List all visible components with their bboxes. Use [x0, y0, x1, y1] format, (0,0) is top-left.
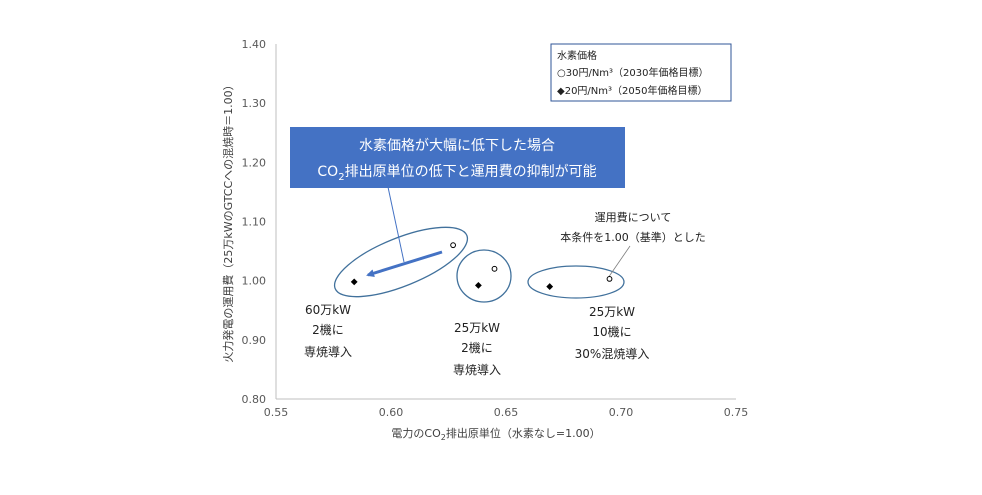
note-leader-line: [607, 245, 631, 279]
group-label-25man-10ki: 25万kW 10機に 30%混焼導入: [575, 305, 650, 361]
y-tick-label: 0.90: [242, 334, 267, 347]
group-label-line: 60万kW: [305, 303, 351, 317]
x-tick-label: 0.75: [724, 406, 749, 419]
trend-arrow: [366, 250, 443, 278]
note-line-1: 運用費について: [595, 210, 672, 224]
group-ellipse-25man-10ki: [527, 265, 625, 299]
group-label-line: 10機に: [592, 324, 631, 339]
data-point-circle: [491, 265, 498, 272]
legend-box: [550, 43, 732, 102]
group-ellipse-25man-2ki: [456, 249, 512, 303]
group-label-line: 30%混焼導入: [575, 347, 650, 361]
y-tick-label: 1.40: [242, 38, 267, 51]
legend: 水素価格 ○30円/Nm³（2030年価格目標） ◆20円/Nm³（2050年価…: [550, 43, 732, 102]
group-ellipse-60man-2ki: [333, 226, 469, 298]
legend-title: 水素価格: [557, 49, 597, 62]
axes: [275, 44, 736, 400]
data-point-circle: [450, 242, 457, 249]
x-tick-label: 0.55: [264, 406, 289, 419]
y-tick-label: 0.80: [242, 393, 267, 406]
x-axis-title: 電力のCO2排出原単位（水素なし=1.00）: [391, 426, 600, 442]
x-tick-label: 0.65: [494, 406, 519, 419]
callout-box: 水素価格が大幅に低下した場合 CO2排出原単位の低下と運用費の抑制が可能: [290, 127, 625, 263]
group-label-line: 25万kW: [454, 321, 500, 335]
data-point-diamond: [475, 282, 482, 289]
x-tick-label: 0.70: [609, 406, 634, 419]
group-label-line: 2機に: [312, 322, 344, 337]
group-label-line: 25万kW: [589, 305, 635, 319]
x-tick-label: 0.60: [379, 406, 404, 419]
legend-entry-diamond: ◆20円/Nm³（2050年価格目標）: [557, 84, 707, 97]
data-point-circle: [606, 275, 613, 282]
callout-line-1: 水素価格が大幅に低下した場合: [359, 138, 555, 154]
note-line-2: 本条件を1.00（基準）とした: [560, 230, 706, 244]
callout-pointer-line: [387, 186, 405, 263]
y-tick-label: 1.30: [242, 97, 267, 110]
note-annotation: 運用費について 本条件を1.00（基準）とした: [560, 210, 706, 279]
group-label-line: 2機に: [461, 340, 493, 355]
y-axis-title: 火力発電の運用費（25万kWのGTCCへの混焼時＝1.00）: [221, 79, 235, 362]
legend-entry-circle: ○30円/Nm³（2030年価格目標）: [557, 66, 709, 79]
group-label-line: 専焼導入: [453, 363, 501, 377]
x-tick-labels: 0.55 0.60 0.65 0.70 0.75: [264, 406, 749, 419]
callout-line-2: CO2排出原単位の低下と運用費の抑制が可能: [317, 164, 596, 183]
data-points: [350, 242, 613, 290]
y-tick-label: 1.20: [242, 156, 267, 169]
group-ellipses: [333, 226, 625, 303]
callout-rect: [290, 127, 625, 188]
group-label-25man-2ki: 25万kW 2機に 専焼導入: [453, 321, 501, 377]
group-label-60man-2ki: 60万kW 2機に 専焼導入: [304, 303, 352, 359]
y-tick-label: 1.00: [242, 275, 267, 288]
group-label-line: 専焼導入: [304, 345, 352, 359]
y-tick-labels: 0.80 0.90 1.00 1.10 1.20 1.30 1.40: [242, 38, 267, 406]
data-point-diamond: [350, 278, 358, 286]
y-tick-label: 1.10: [242, 216, 267, 229]
data-point-diamond: [546, 283, 554, 290]
